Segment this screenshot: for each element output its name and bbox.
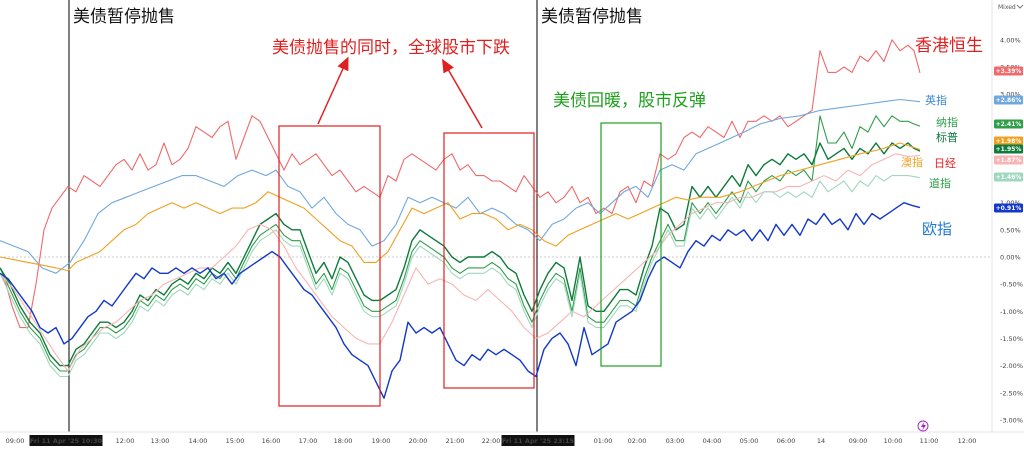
price-badges: +3.39% +2.86% +2.41% +1.98%+1.95% +1.87% +1.4… xyxy=(994,66,1023,213)
last-value-badge xyxy=(994,144,1023,154)
series-line-2 xyxy=(0,115,921,372)
x-tick-label: 14:00 xyxy=(189,437,208,445)
mode-selector[interactable]: Mixed xyxy=(998,4,1016,11)
last-value-badge xyxy=(994,203,1023,213)
y-tick-label: 4.00% xyxy=(1000,36,1021,44)
last-value-badge xyxy=(994,119,1023,129)
x-tick-label: 14 xyxy=(817,437,825,445)
last-value-badge-label: +2.41% xyxy=(996,121,1022,128)
last-value-badge xyxy=(994,66,1023,76)
series-line-3 xyxy=(0,142,921,367)
last-value-badge-label: +1.87% xyxy=(996,157,1022,164)
red-box-2 xyxy=(443,132,535,389)
last-value-badge-label: +3.39% xyxy=(996,68,1022,75)
x-tick-label: 02:00 xyxy=(628,437,647,445)
time-axis: 09:00 Fri 11 Apr '25 10:30 12:00 13:00 14:00… xyxy=(6,435,977,446)
y-tick-label: -1.00% xyxy=(1000,308,1023,316)
red-box-1 xyxy=(278,125,381,407)
y-tick-label: -0.50% xyxy=(1000,281,1023,289)
series-line-0 xyxy=(0,39,921,329)
last-value-badge xyxy=(994,95,1023,105)
x-tick-label: 03:00 xyxy=(666,437,685,445)
x-tick-label: 16:00 xyxy=(262,437,281,445)
title-left: 美债暂停抛售 xyxy=(73,7,175,27)
red-arrow-right xyxy=(441,58,483,129)
last-value-badge-label: +1.98% xyxy=(996,138,1022,145)
y-tick-label: -3.00% xyxy=(1000,416,1023,424)
last-value-badge-label: +0.91% xyxy=(996,205,1022,212)
x-tick-label: 09:00 xyxy=(6,437,25,445)
last-value-badge-label: +1.95% xyxy=(996,146,1022,153)
x-tick-label: 20:00 xyxy=(409,437,428,445)
series-label-nikkei: 日经 xyxy=(934,157,956,170)
x-tick-label: 10:00 xyxy=(884,437,903,445)
series-line-4 xyxy=(0,142,921,272)
last-value-badge xyxy=(994,172,1023,182)
x-tick-label: Fri 11 Apr '25 23:15 xyxy=(502,437,575,445)
y-tick-label: 0.00% xyxy=(1000,254,1021,262)
x-tick-label: 22:00 xyxy=(482,437,501,445)
price-axis: 4.00%3.50%3.00%2.50%2.00%1.50%1.00%0.50%… xyxy=(1000,36,1023,424)
x-tick-label: Fri 11 Apr '25 10:30 xyxy=(30,437,103,445)
red-arrow-left xyxy=(317,56,349,125)
x-tick-label: 06:00 xyxy=(777,437,796,445)
x-tick-label: 18:00 xyxy=(334,437,353,445)
x-tick-label: 09:00 xyxy=(849,437,868,445)
series-label-asx: 澳指 xyxy=(901,155,923,169)
y-tick-label: 3.00% xyxy=(1000,91,1021,99)
series-label-nasdaq: 纳指 xyxy=(936,115,958,129)
x-tick-label: 19:00 xyxy=(372,437,391,445)
x-tick-label: 11:00 xyxy=(920,437,939,445)
y-tick-label: -1.50% xyxy=(1000,335,1023,343)
green-note: 美债回暖，股市反弹 xyxy=(553,91,706,111)
series-label-sp500: 标普 xyxy=(936,130,958,144)
series-label-ftse: 英指 xyxy=(925,93,947,107)
y-tick-label: 0.50% xyxy=(1000,226,1021,234)
lightning-icon[interactable] xyxy=(917,420,929,432)
x-tick-highlight xyxy=(501,435,575,446)
y-tick-label: 1.00% xyxy=(1000,199,1021,207)
x-tick-label: 12:00 xyxy=(116,437,135,445)
series-line-6 xyxy=(0,175,921,378)
x-tick-label: 17:00 xyxy=(299,437,318,445)
x-tick-label: 13:00 xyxy=(151,437,170,445)
x-tick-label: 04:00 xyxy=(703,437,722,445)
last-value-badge xyxy=(994,136,1023,146)
series-label-stoxx: 欧指 xyxy=(922,220,952,238)
y-tick-label: -2.00% xyxy=(1000,362,1023,370)
x-tick-label: 05:00 xyxy=(740,437,759,445)
title-right: 美债暂停抛售 xyxy=(541,7,643,27)
chevron-down-icon[interactable] xyxy=(1016,4,1024,9)
x-tick-label: 01:00 xyxy=(594,437,613,445)
x-tick-label: 12:00 xyxy=(958,437,977,445)
x-tick-label: 15:00 xyxy=(226,437,245,445)
series-label-dow: 道指 xyxy=(929,176,951,190)
y-tick-label: -2.50% xyxy=(1000,389,1023,397)
x-tick-highlight xyxy=(29,435,103,446)
x-tick-label: 21:00 xyxy=(446,437,465,445)
series-line-7 xyxy=(0,201,921,399)
last-value-badge-label: +1.46% xyxy=(996,174,1022,181)
last-value-badge xyxy=(994,155,1023,165)
green-box xyxy=(600,122,662,367)
last-value-badge-label: +2.86% xyxy=(996,97,1022,104)
series-label-hsi: 香港恒生 xyxy=(915,36,983,56)
red-note: 美债抛售的同时，全球股市下跌 xyxy=(272,38,510,58)
